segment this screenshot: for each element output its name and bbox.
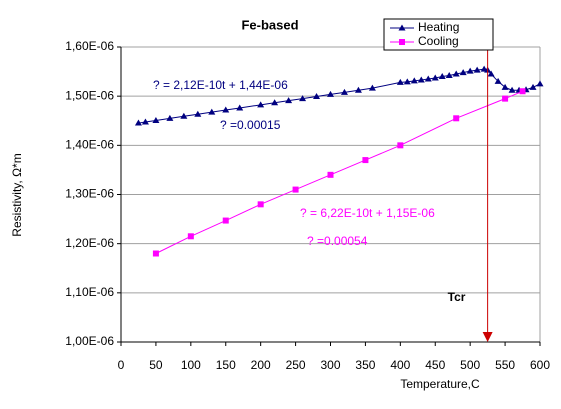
x-tick-label: 300 (320, 358, 340, 372)
x-tick-label: 200 (251, 358, 271, 372)
marker (536, 80, 544, 87)
marker (340, 88, 348, 95)
marker (236, 104, 244, 111)
marker (166, 114, 174, 121)
marker (208, 108, 216, 115)
marker (508, 86, 516, 93)
y-tick-label: 1,60E-06 (65, 39, 114, 53)
annotation: ? =0.00015 (220, 118, 281, 132)
marker (396, 78, 404, 85)
marker (424, 75, 432, 82)
marker (417, 76, 425, 83)
marker (222, 217, 229, 224)
marker (257, 101, 265, 108)
marker (141, 118, 149, 125)
x-tick-label: 150 (216, 358, 236, 372)
marker (459, 69, 467, 76)
x-tick-label: 500 (460, 358, 480, 372)
x-tick-label: 400 (390, 358, 410, 372)
y-tick-label: 1,30E-06 (65, 187, 114, 201)
marker (222, 106, 230, 113)
x-tick-label: 350 (355, 358, 375, 372)
marker (453, 115, 460, 122)
chart-title: Fe-based (241, 17, 298, 32)
marker (180, 112, 188, 119)
marker (327, 171, 334, 178)
marker (438, 73, 446, 79)
marker (327, 90, 334, 97)
marker (487, 70, 495, 77)
marker (410, 77, 418, 84)
x-tick-label: 0 (118, 358, 125, 372)
marker (397, 142, 404, 149)
x-tick-label: 450 (425, 358, 445, 372)
marker (194, 110, 202, 117)
legend-marker (399, 39, 405, 45)
marker (502, 95, 509, 102)
marker (529, 83, 537, 90)
y-axis-label: Resistivity, Ω*m (10, 153, 24, 236)
marker (403, 78, 411, 85)
marker (299, 95, 307, 102)
legend-label: Heating (418, 20, 459, 34)
x-tick-label: 600 (530, 358, 550, 372)
marker (354, 86, 362, 93)
marker (257, 201, 264, 208)
marker (152, 116, 160, 123)
annotation: Tcr (448, 290, 466, 304)
marker (368, 84, 376, 91)
marker (271, 99, 279, 106)
annotation: ? = 6,22E-10t + 1,15E-06 (300, 206, 435, 220)
marker (452, 70, 460, 77)
marker (431, 74, 439, 81)
marker (501, 83, 509, 90)
legend-label: Cooling (418, 34, 459, 48)
marker (285, 97, 293, 104)
marker (152, 250, 159, 257)
x-tick-label: 550 (495, 358, 515, 372)
x-axis-label: Temperature,C (400, 377, 480, 391)
annotation: ? =0.00054 (307, 234, 368, 248)
y-tick-label: 1,40E-06 (65, 138, 114, 152)
legend-marker (398, 24, 406, 31)
marker (134, 119, 142, 126)
marker (466, 67, 474, 74)
marker (187, 233, 194, 240)
x-tick-label: 100 (181, 358, 201, 372)
series-line (138, 68, 541, 124)
marker (362, 157, 369, 164)
y-tick-label: 1,20E-06 (65, 236, 114, 250)
y-tick-label: 1,50E-06 (65, 88, 114, 102)
x-tick-label: 50 (149, 358, 163, 372)
x-tick-label: 250 (286, 358, 306, 372)
tcr-arrow-head (482, 332, 493, 342)
marker (292, 186, 299, 193)
y-tick-label: 1,00E-06 (65, 334, 114, 348)
marker (519, 88, 526, 95)
marker (494, 77, 502, 84)
marker (473, 66, 481, 73)
y-tick-label: 1,10E-06 (65, 285, 114, 299)
marker (445, 72, 453, 79)
marker (313, 92, 321, 99)
annotation: ? = 2,12E-10t + 1,44E-06 (153, 78, 288, 92)
